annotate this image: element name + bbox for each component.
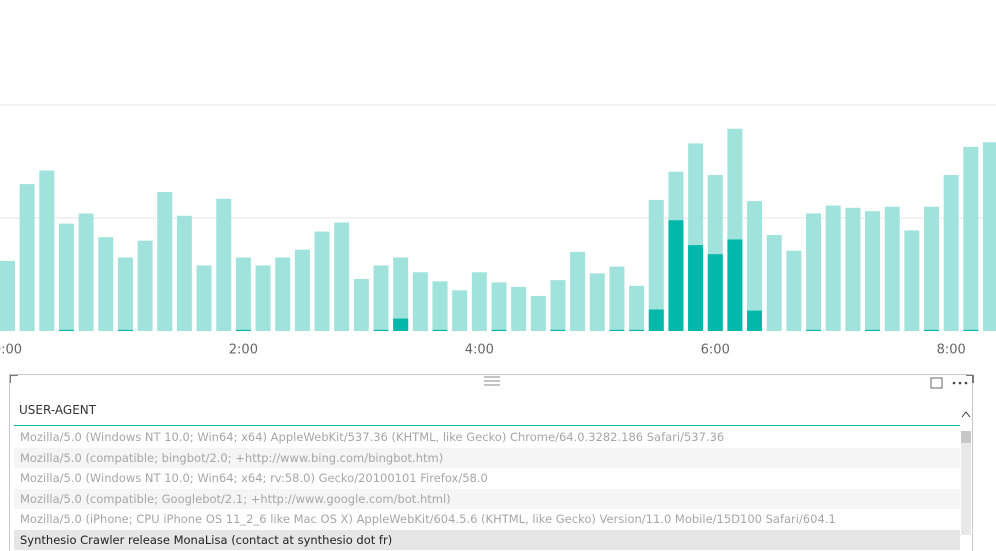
bar [963, 329, 979, 331]
bar [707, 254, 723, 331]
focus-icon[interactable] [930, 377, 943, 389]
bar [806, 329, 822, 331]
bar [924, 329, 940, 331]
bar [786, 250, 802, 331]
bar [825, 205, 841, 331]
bar [176, 215, 192, 331]
bar [530, 295, 546, 331]
visual-header [10, 375, 974, 389]
bar [117, 329, 133, 331]
bar [275, 257, 291, 331]
bar [412, 272, 428, 331]
bar [393, 257, 409, 331]
column-header[interactable]: USER-AGENT [19, 403, 97, 417]
bar [884, 206, 900, 331]
bar [982, 142, 996, 331]
bar [196, 265, 212, 331]
bar [904, 230, 920, 331]
bar [806, 213, 822, 331]
chart: 0:00 2:00 4:00 6:00 8:00 [0, 104, 996, 358]
table-row[interactable]: Mozilla/5.0 (iPhone; CPU iPhone OS 11_2_… [20, 512, 836, 527]
bar [39, 170, 55, 331]
x-tick-label: 8:00 [937, 343, 966, 358]
bar [452, 290, 468, 331]
bar [570, 251, 586, 331]
bar [393, 318, 409, 331]
bar [334, 222, 350, 331]
table-row[interactable]: Synthesio Crawler release MonaLisa (cont… [14, 530, 960, 550]
bar [491, 282, 507, 331]
bar [373, 329, 389, 331]
bar [137, 240, 153, 331]
bar [865, 329, 881, 331]
bar [648, 199, 664, 331]
bar [235, 329, 251, 331]
bar [550, 329, 566, 331]
bar [78, 213, 94, 331]
bar [629, 285, 645, 331]
bar [19, 184, 35, 331]
bar [629, 329, 645, 331]
more-options[interactable] [952, 381, 968, 385]
scrollbar[interactable] [960, 405, 972, 535]
bar [0, 260, 15, 331]
bar [747, 201, 763, 331]
header-underline [14, 425, 960, 426]
bar [943, 175, 959, 331]
bar [609, 329, 625, 331]
bar [609, 266, 625, 331]
bar [727, 239, 743, 331]
bar [550, 280, 566, 331]
bar [747, 310, 763, 331]
table-row[interactable]: Mozilla/5.0 (Windows NT 10.0; Win64; x64… [20, 471, 488, 486]
bar [432, 281, 448, 331]
bar [865, 211, 881, 331]
bar [98, 237, 114, 331]
bar [373, 265, 389, 331]
bar [117, 257, 133, 331]
bar [216, 198, 232, 331]
bar [963, 146, 979, 331]
bar [432, 329, 448, 331]
bar [353, 279, 369, 331]
bar [235, 257, 251, 331]
table-row[interactable]: Mozilla/5.0 (compatible; Googlebot/2.1; … [14, 488, 960, 509]
bar [589, 273, 605, 331]
x-tick-label: 0:00 [0, 343, 22, 358]
bar [157, 192, 173, 331]
x-tick-label: 6:00 [701, 343, 730, 358]
bar [491, 329, 507, 331]
bar [58, 329, 74, 331]
bar [688, 245, 704, 331]
table-visual: USER-AGENT Mozilla/5.0 (Windows NT 10.0;… [9, 374, 974, 551]
table-row[interactable]: Mozilla/5.0 (compatible; bingbot/2.0; +h… [14, 447, 960, 468]
bar [766, 234, 782, 331]
bar [471, 272, 487, 331]
bar [294, 249, 310, 331]
x-tick-label: 4:00 [465, 343, 494, 358]
bar [511, 286, 527, 331]
bar [58, 223, 74, 331]
table-row[interactable]: Mozilla/5.0 (Windows NT 10.0; Win64; x64… [20, 430, 725, 444]
bar [314, 231, 330, 331]
bar [924, 206, 940, 331]
bar [255, 265, 271, 331]
bar [648, 309, 664, 331]
x-tick-label: 2:00 [229, 343, 258, 358]
bar [845, 207, 861, 331]
bar [668, 220, 684, 331]
